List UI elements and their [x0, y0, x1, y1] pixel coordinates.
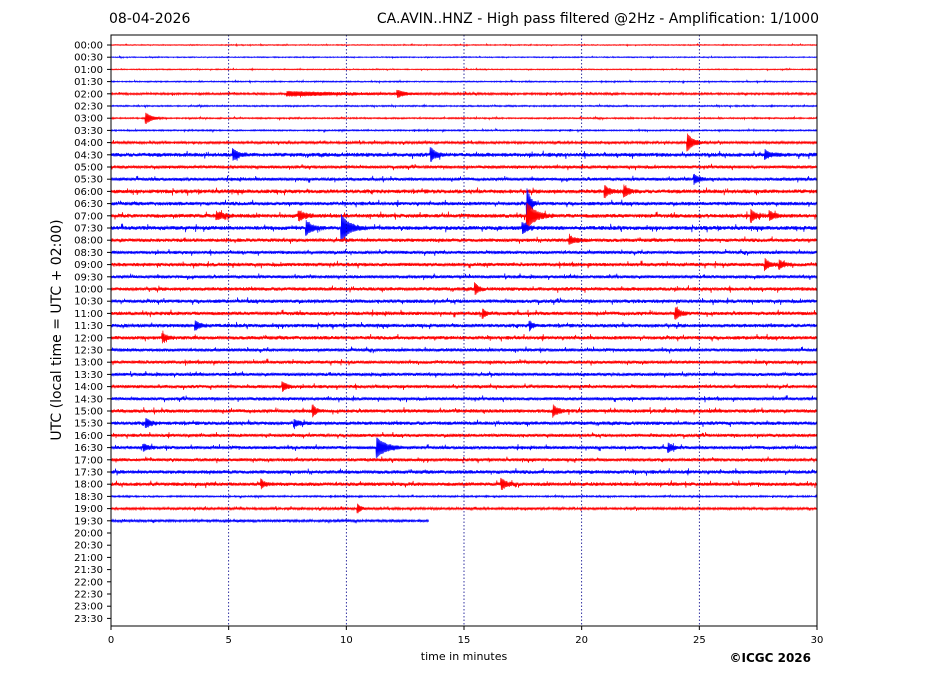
- x-tick-label: 30: [811, 635, 824, 646]
- y-tick-label: 23:30: [74, 614, 103, 625]
- y-tick-label: 11:30: [74, 321, 103, 332]
- seismogram-trace: [110, 163, 818, 171]
- x-tick-label: 20: [575, 635, 588, 646]
- x-tick-label: 5: [225, 635, 231, 646]
- y-tick-label: 05:30: [74, 175, 103, 186]
- y-tick-label: 09:00: [74, 260, 103, 271]
- y-tick-label: 09:30: [74, 272, 103, 283]
- y-tick-label: 07:30: [74, 224, 103, 235]
- x-tick-label: 0: [108, 635, 114, 646]
- y-tick-label: 05:00: [74, 163, 103, 174]
- x-tick-label: 15: [458, 635, 471, 646]
- y-tick-label: 04:00: [74, 138, 103, 149]
- y-tick-label: 12:30: [74, 346, 103, 357]
- y-tick-label: 19:00: [74, 504, 103, 515]
- y-tick-label: 13:30: [74, 370, 103, 381]
- y-tick-label: 10:00: [74, 285, 103, 296]
- seismogram-trace: [110, 42, 818, 48]
- y-tick-label: 02:30: [74, 102, 103, 113]
- y-tick-label: 04:30: [74, 150, 103, 161]
- y-tick-label: 13:00: [74, 358, 103, 369]
- y-tick-label: 00:00: [74, 41, 103, 52]
- x-tick-label: 25: [693, 635, 706, 646]
- y-tick-label: 15:30: [74, 419, 103, 430]
- y-tick-label: 08:00: [74, 236, 103, 247]
- y-tick-label: 22:00: [74, 577, 103, 588]
- x-tick-layer: 0 5 10 15 20 25 30: [108, 626, 824, 646]
- y-tick-label: 00:30: [74, 53, 103, 64]
- date-label: 08-04-2026: [109, 11, 191, 27]
- y-tick-label: 22:30: [74, 590, 103, 601]
- y-tick-label: 15:00: [74, 407, 103, 418]
- copyright-label: ©ICGC 2026: [729, 651, 811, 665]
- y-tick-label: 01:00: [74, 65, 103, 76]
- y-tick-label: 07:00: [74, 211, 103, 222]
- y-tick-label: 23:00: [74, 602, 103, 613]
- y-tick-label: 16:30: [74, 443, 103, 454]
- y-tick-label: 17:00: [74, 455, 103, 466]
- seismogram-trace: [110, 184, 818, 199]
- x-axis-label: time in minutes: [420, 650, 508, 663]
- y-tick-label: 01:30: [74, 77, 103, 88]
- chart-title: CA.AVIN..HNZ - High pass filtered @2Hz -…: [376, 11, 819, 27]
- y-tick-label: 17:30: [74, 468, 103, 479]
- seismogram-trace: [110, 518, 430, 524]
- grid-layer: [228, 35, 700, 626]
- y-tick-label: 20:00: [74, 529, 103, 540]
- y-tick-label: 02:00: [74, 89, 103, 100]
- y-tick-label: 14:30: [74, 394, 103, 405]
- y-tick-label: 08:30: [74, 248, 103, 259]
- y-tick-label: 21:00: [74, 553, 103, 564]
- y-tick-label: 10:30: [74, 297, 103, 308]
- y-tick-label: 06:00: [74, 187, 103, 198]
- x-tick-label: 10: [340, 635, 353, 646]
- y-tick-label: 03:30: [74, 126, 103, 137]
- seismogram-trace: [110, 493, 818, 500]
- seismogram-trace: [110, 233, 818, 245]
- y-tick-label: 12:00: [74, 333, 103, 344]
- seismogram-trace: [110, 133, 818, 152]
- y-tick-label: 21:30: [74, 565, 103, 576]
- seismogram-trace: [110, 112, 818, 124]
- y-tick-label: 19:30: [74, 516, 103, 527]
- y-tick-label: 16:00: [74, 431, 103, 442]
- y-tick-label: 06:30: [74, 199, 103, 210]
- plot-frame: [110, 34, 818, 627]
- seismogram-trace: [110, 67, 818, 72]
- y-tick-label: 03:00: [74, 114, 103, 125]
- y-tick-label: 14:00: [74, 382, 103, 393]
- y-tick-label: 11:00: [74, 309, 103, 320]
- y-tick-label: 18:00: [74, 480, 103, 491]
- y-tick-label: 20:30: [74, 541, 103, 552]
- y-tick-label: 18:30: [74, 492, 103, 503]
